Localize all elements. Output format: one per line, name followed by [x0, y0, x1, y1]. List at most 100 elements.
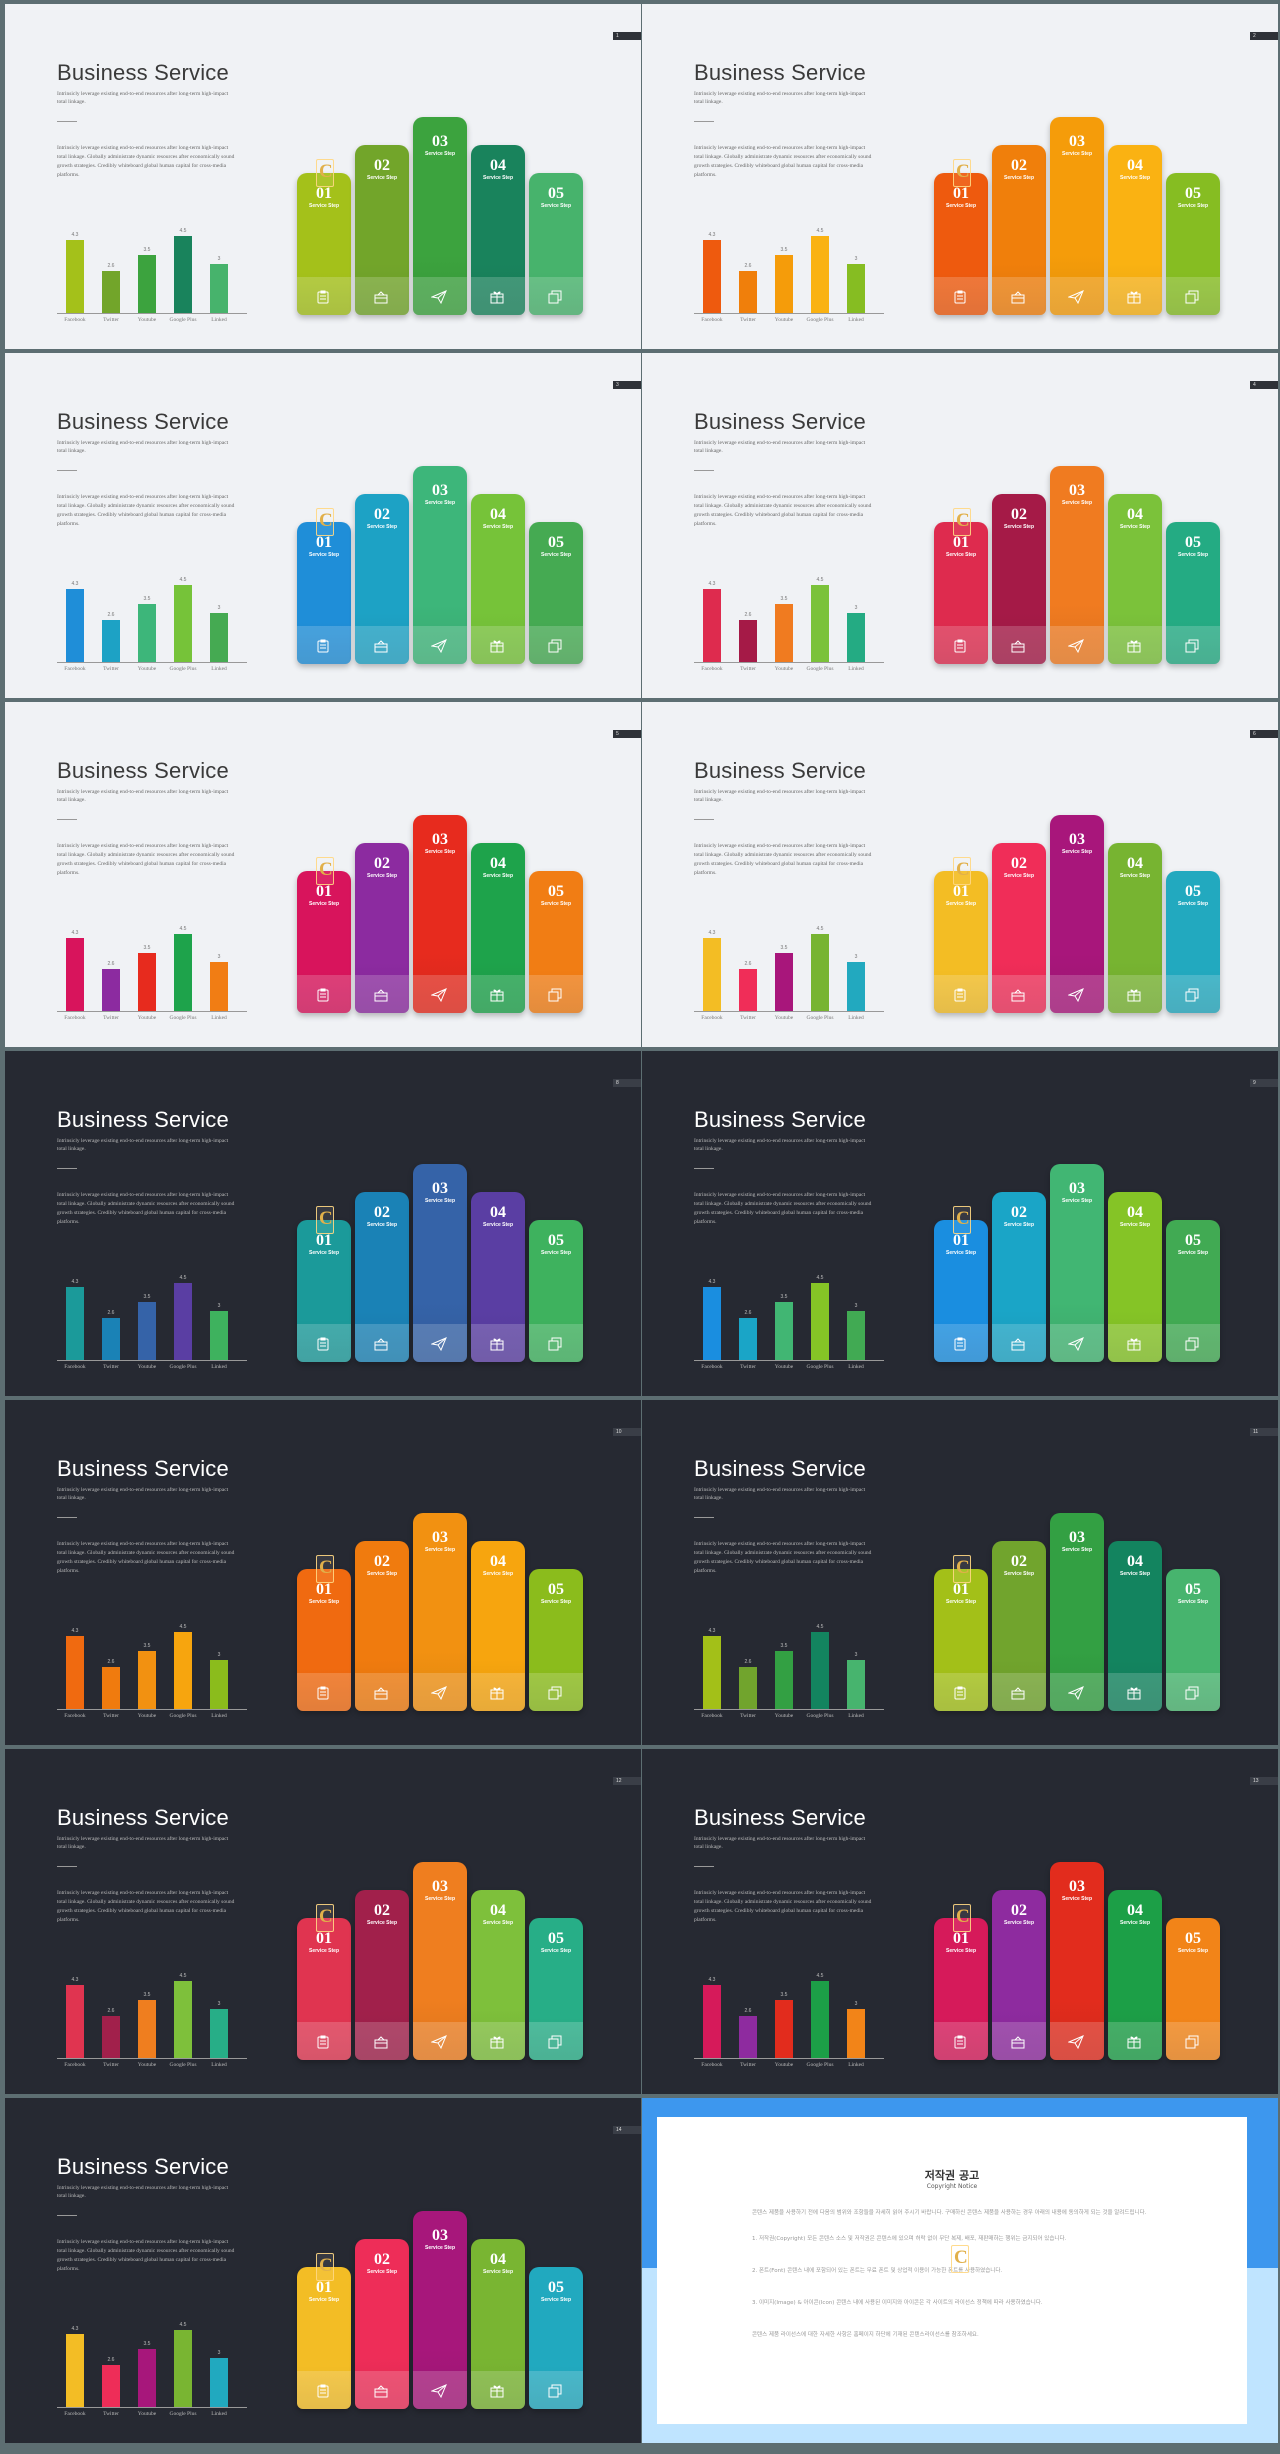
step-column[interactable]: 02 Service Step [992, 494, 1046, 664]
slide[interactable]: 5 Business Service Intrinsicly leverage ex… [5, 702, 641, 1047]
step-column[interactable]: 04 Service Step [471, 2239, 525, 2409]
step-column[interactable]: 03 Service Step [1050, 1513, 1104, 1711]
step-column[interactable]: 01 Service Step [297, 522, 351, 664]
step-column[interactable]: 05 Service Step [1166, 871, 1220, 1013]
step-column[interactable]: 01 Service Step [297, 871, 351, 1013]
step-column[interactable]: 02 Service Step [355, 843, 409, 1013]
step-column[interactable]: 05 Service Step [529, 2267, 583, 2409]
step-column[interactable]: 04 Service Step [1108, 1192, 1162, 1362]
step-column[interactable]: 05 Service Step [1166, 522, 1220, 664]
step-column[interactable]: 02 Service Step [355, 1541, 409, 1711]
step-column[interactable]: 05 Service Step [1166, 1220, 1220, 1362]
step-column[interactable]: 04 Service Step [471, 145, 525, 315]
slide[interactable]: 13 Business Service Intrinsicly leverage e… [642, 1749, 1278, 2094]
column-footer [1108, 975, 1162, 1013]
column-footer [1108, 2022, 1162, 2060]
step-column[interactable]: 04 Service Step [1108, 494, 1162, 664]
column-footer [471, 277, 525, 315]
step-column[interactable]: 03 Service Step [413, 1164, 467, 1362]
step-column[interactable]: 02 Service Step [355, 145, 409, 315]
slide[interactable]: 8 Business Service Intrinsicly leverage ex… [5, 1051, 641, 1396]
step-column[interactable]: 03 Service Step [1050, 117, 1104, 315]
step-column[interactable]: 04 Service Step [1108, 1890, 1162, 2060]
step-column[interactable]: 03 Service Step [1050, 1164, 1104, 1362]
category-label: Linked [848, 1364, 864, 1370]
step-column[interactable]: 04 Service Step [1108, 145, 1162, 315]
step-column[interactable]: 04 Service Step [471, 494, 525, 664]
step-column[interactable]: 01 Service Step [297, 2267, 351, 2409]
bar-value-label: 4.5 [816, 1973, 824, 1979]
step-column[interactable]: 04 Service Step [1108, 1541, 1162, 1711]
step-column[interactable]: 03 Service Step [1050, 815, 1104, 1013]
slide[interactable]: 2 Business Service Intrinsicly leverage ex… [642, 4, 1278, 349]
clipboard-icon [952, 290, 968, 304]
step-column[interactable]: 05 Service Step [529, 173, 583, 315]
step-column[interactable]: 01 Service Step [934, 522, 988, 664]
step-column[interactable]: 04 Service Step [471, 1541, 525, 1711]
step-column[interactable]: 03 Service Step [1050, 466, 1104, 664]
step-column[interactable]: 05 Service Step [1166, 173, 1220, 315]
slide[interactable]: 11 Business Service Intrinsicly leverage e… [642, 1400, 1278, 1745]
copy-icon [547, 2035, 563, 2049]
step-column[interactable]: 01 Service Step [934, 1918, 988, 2060]
step-column[interactable]: 02 Service Step [992, 843, 1046, 1013]
bar-value-label: 4.3 [71, 232, 79, 238]
step-number: 01 [316, 2279, 332, 2296]
slide[interactable]: 10 Business Service Intrinsicly leverage e… [5, 1400, 641, 1745]
step-column[interactable]: 05 Service Step [1166, 1918, 1220, 2060]
step-column[interactable]: 04 Service Step [471, 1890, 525, 2060]
step-column[interactable]: 01 Service Step [934, 1220, 988, 1362]
step-column[interactable]: 02 Service Step [992, 1192, 1046, 1362]
category-label: Facebook [701, 1015, 723, 1021]
step-column[interactable]: 03 Service Step [413, 815, 467, 1013]
step-column[interactable]: 02 Service Step [355, 1192, 409, 1362]
category-label: Facebook [64, 1364, 86, 1370]
page-title: Business Service [57, 1107, 229, 1132]
step-column[interactable]: 01 Service Step [297, 173, 351, 315]
slide[interactable]: 12 Business Service Intrinsicly leverage e… [5, 1749, 641, 2094]
step-column[interactable]: 02 Service Step [992, 1541, 1046, 1711]
step-number: 04 [1127, 506, 1143, 523]
step-column[interactable]: 01 Service Step [934, 1569, 988, 1711]
step-column[interactable]: 01 Service Step [297, 1220, 351, 1362]
step-column[interactable]: 05 Service Step [529, 871, 583, 1013]
step-column[interactable]: 02 Service Step [355, 1890, 409, 2060]
column-footer [1166, 626, 1220, 664]
step-column[interactable]: 04 Service Step [471, 843, 525, 1013]
step-column[interactable]: 04 Service Step [1108, 843, 1162, 1013]
step-column[interactable]: 05 Service Step [529, 1569, 583, 1711]
step-column[interactable]: 01 Service Step [297, 1569, 351, 1711]
step-column[interactable]: 01 Service Step [297, 1918, 351, 2060]
slide[interactable]: 6 Business Service Intrinsicly leverage ex… [642, 702, 1278, 1047]
step-label: Service Step [540, 1250, 572, 1256]
step-column[interactable]: 03 Service Step [1050, 1862, 1104, 2060]
column-footer [355, 1324, 409, 1362]
step-column[interactable]: 03 Service Step [413, 466, 467, 664]
slide[interactable]: 9 Business Service Intrinsicly leverage ex… [642, 1051, 1278, 1396]
step-column[interactable]: 03 Service Step [413, 1513, 467, 1711]
copy-icon [1184, 290, 1200, 304]
notice-paragraph: 3. 이미지(Image) & 아이콘(Icon) 콘텐스 내에 사용된 이미지… [752, 2300, 1043, 2306]
slide[interactable]: 14 Business Service Intrinsicly leverage e… [5, 2098, 641, 2443]
slide[interactable]: 4 Business Service Intrinsicly leverage ex… [642, 353, 1278, 698]
slide[interactable]: 1 Business Service Intrinsicly leverage ex… [5, 4, 641, 349]
step-column[interactable]: 03 Service Step [413, 117, 467, 315]
slide[interactable]: 3 Business Service Intrinsicly leverage ex… [5, 353, 641, 698]
step-column[interactable]: 01 Service Step [934, 871, 988, 1013]
step-column[interactable]: 04 Service Step [471, 1192, 525, 1362]
step-column[interactable]: 02 Service Step [355, 2239, 409, 2409]
step-column[interactable]: 05 Service Step [529, 1220, 583, 1362]
step-column[interactable]: 02 Service Step [992, 145, 1046, 315]
mini-bar-chart: 4.3 Facebook 2.6 Twitter 3.5 Youtube 4.5 Google… [694, 1605, 884, 1719]
step-column[interactable]: 05 Service Step [529, 522, 583, 664]
bar-value-label: 4.5 [179, 926, 187, 932]
chart-bar [210, 2009, 228, 2058]
step-column[interactable]: 03 Service Step [413, 2211, 467, 2409]
step-column[interactable]: 01 Service Step [934, 173, 988, 315]
step-column[interactable]: 05 Service Step [529, 1918, 583, 2060]
step-column[interactable]: 05 Service Step [1166, 1569, 1220, 1711]
step-column[interactable]: 02 Service Step [355, 494, 409, 664]
bar-value-label: 4.3 [71, 1977, 79, 1983]
step-column[interactable]: 03 Service Step [413, 1862, 467, 2060]
step-column[interactable]: 02 Service Step [992, 1890, 1046, 2060]
